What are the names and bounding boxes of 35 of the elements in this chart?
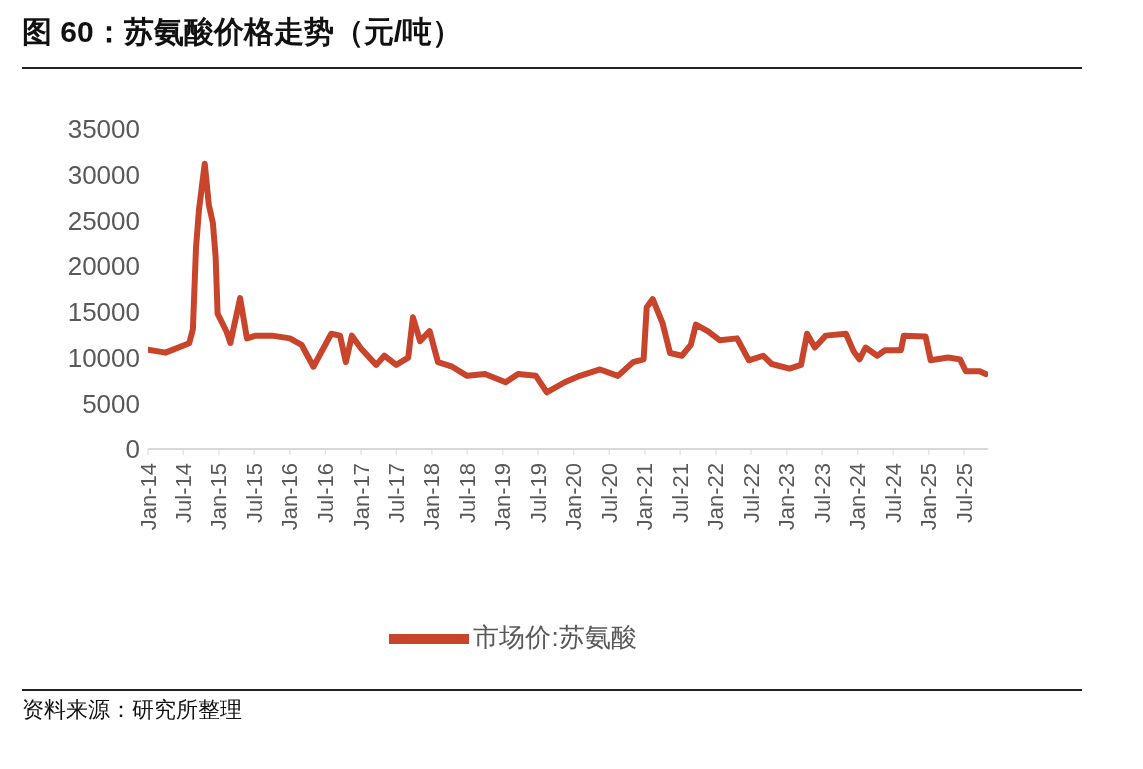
x-tick-label: Jul-20 <box>596 463 622 523</box>
x-tick-label: Jan-24 <box>845 463 871 531</box>
x-tick-label: Jul-24 <box>880 463 906 523</box>
x-tick-label: Jan-22 <box>703 463 729 531</box>
y-tick-label: 0 <box>125 434 140 465</box>
text: 资料来源：研究所整理 <box>21 696 243 724</box>
y-tick-label: 15000 <box>67 297 140 328</box>
x-tick-label: Jan-17 <box>348 463 374 531</box>
chart-title: 图 60：苏氨酸价格走势（元/吨） <box>21 14 464 50</box>
x-tick-label: Jul-16 <box>312 463 338 523</box>
y-tick-label: 20000 <box>67 251 140 282</box>
x-tick-label: Jan-14 <box>135 463 161 531</box>
y-tick-label: 10000 <box>67 342 140 373</box>
y-tick-label: 30000 <box>67 159 140 190</box>
x-tick-label: Jan-25 <box>916 463 942 531</box>
x-tick-label: Jul-25 <box>951 463 977 523</box>
x-tick-label: Jul-21 <box>667 463 693 523</box>
x-tick-label: Jan-20 <box>561 463 587 531</box>
y-tick-label: 25000 <box>67 205 140 236</box>
x-tick-label: Jan-15 <box>206 463 232 531</box>
x-tick-label: Jul-22 <box>738 463 764 523</box>
x-tick-label: Jan-21 <box>632 463 658 531</box>
x-tick-label: Jul-15 <box>241 463 267 523</box>
x-tick-label: Jul-23 <box>809 463 835 523</box>
x-tick-label: Jul-14 <box>170 463 196 523</box>
x-tick-label: Jan-18 <box>419 463 445 531</box>
x-tick-label: Jan-16 <box>277 463 303 531</box>
x-tick-label: Jul-19 <box>525 463 551 523</box>
y-tick-label: 35000 <box>67 114 140 145</box>
x-tick-label: Jan-23 <box>774 463 800 531</box>
x-tick-label: Jul-17 <box>383 463 409 523</box>
x-tick-label: Jul-18 <box>454 463 480 523</box>
x-tick-label: Jan-19 <box>490 463 516 531</box>
y-tick-label: 5000 <box>82 388 140 419</box>
legend-label: 市场价:苏氨酸 <box>473 621 637 652</box>
